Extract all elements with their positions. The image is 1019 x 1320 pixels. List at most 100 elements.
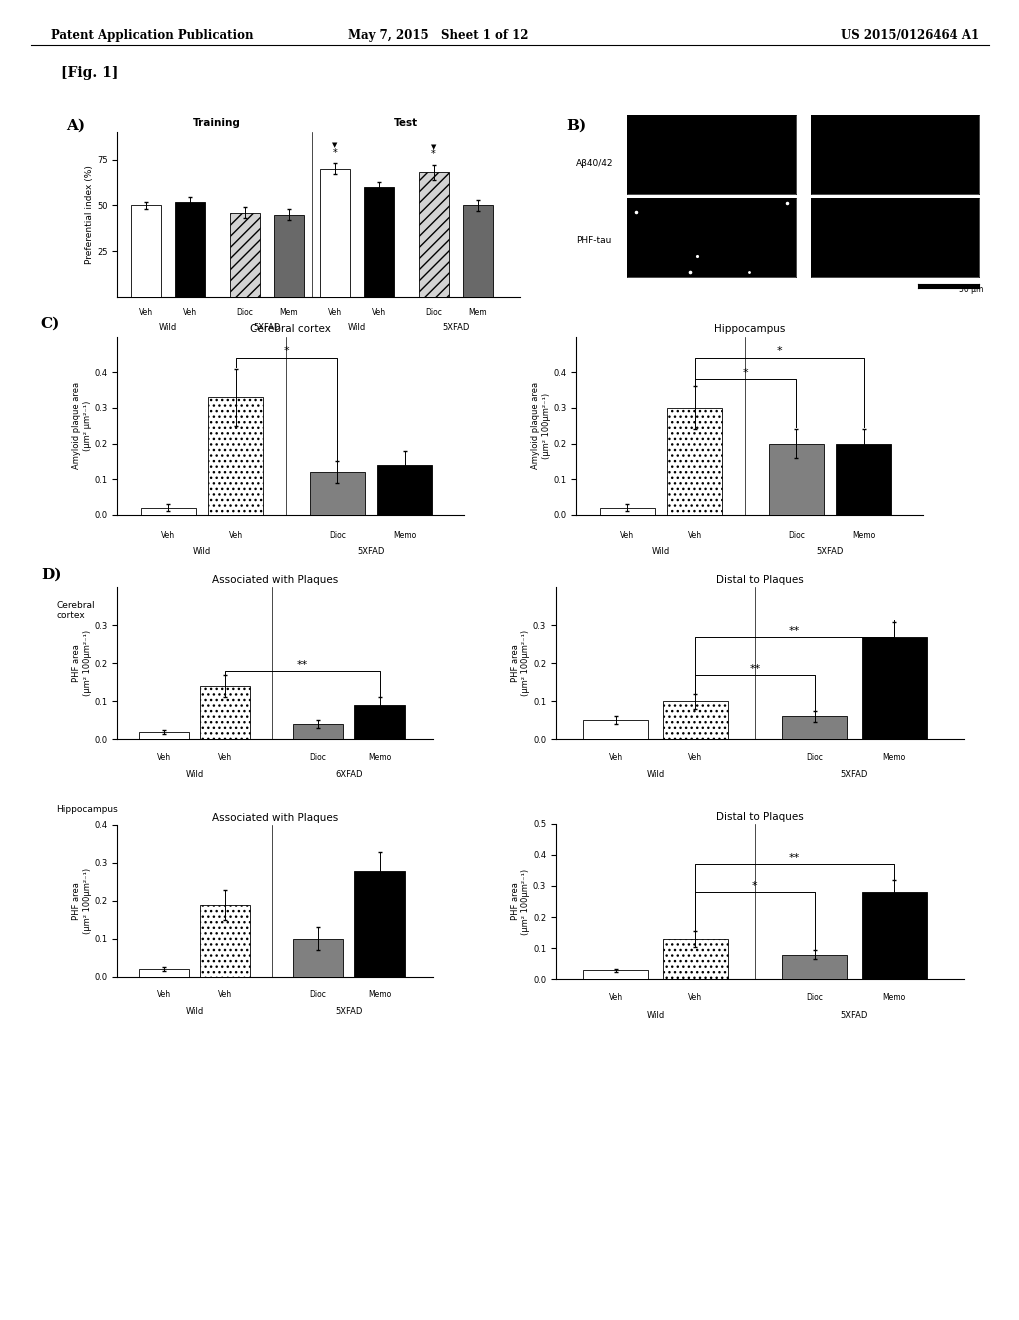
Text: Wild: Wild	[651, 546, 669, 556]
Bar	[782, 717, 846, 739]
Text: Memo: Memo	[368, 752, 390, 762]
Text: Mem: Mem	[468, 308, 487, 317]
Y-axis label: Amyloid plaque area
(μm² μm²⁻¹): Amyloid plaque area (μm² μm²⁻¹)	[72, 381, 92, 470]
Text: Dioc: Dioc	[805, 994, 822, 1002]
Text: Wild: Wild	[185, 770, 204, 779]
Text: ▼: ▼	[430, 144, 436, 150]
Text: Veh: Veh	[218, 990, 232, 999]
Text: Dioc: Dioc	[309, 752, 326, 762]
Text: Memo: Memo	[852, 531, 874, 540]
Text: Veh: Veh	[327, 308, 341, 317]
Text: Dioc: Dioc	[235, 308, 253, 317]
Text: Aβ40/42: Aβ40/42	[576, 160, 613, 168]
Bar	[139, 731, 189, 739]
Text: Veh: Veh	[371, 308, 385, 317]
Bar	[229, 213, 259, 297]
Text: Memo: Memo	[368, 990, 390, 999]
Text: 6xFAD/Veh: 6xFAD/Veh	[648, 125, 697, 135]
Bar	[782, 954, 846, 979]
Text: Dioc: Dioc	[425, 308, 441, 317]
Text: 5XFAD: 5XFAD	[441, 322, 469, 331]
Text: **: **	[789, 626, 800, 636]
Text: Dioc: Dioc	[787, 531, 804, 540]
Title: Cerebral cortex: Cerebral cortex	[250, 325, 331, 334]
Text: Mem: Mem	[279, 308, 298, 317]
Text: Veh: Veh	[156, 990, 170, 999]
Title: Associated with Plaques: Associated with Plaques	[212, 813, 338, 822]
Text: *: *	[431, 149, 435, 160]
Text: Cerebral
cortex: Cerebral cortex	[56, 601, 95, 620]
Bar	[200, 904, 250, 977]
Text: Veh: Veh	[139, 308, 153, 317]
Text: **: **	[749, 664, 760, 673]
Text: B): B)	[566, 119, 586, 133]
Text: US 2015/0126464 A1: US 2015/0126464 A1	[841, 29, 978, 42]
Text: *: *	[775, 346, 782, 356]
Text: Wild: Wild	[158, 322, 176, 331]
Text: 6xFAD/Dioc: 6xFAD/Dioc	[830, 125, 881, 135]
Bar	[768, 444, 823, 515]
Text: **: **	[789, 853, 800, 863]
Text: 5XFAD: 5XFAD	[334, 1007, 362, 1016]
Text: 5XFAD: 5XFAD	[840, 1011, 867, 1019]
Text: C): C)	[41, 317, 60, 331]
Text: D): D)	[41, 568, 61, 582]
Text: Wild: Wild	[646, 1011, 664, 1019]
Text: Wild: Wild	[185, 1007, 204, 1016]
Text: 5XFAD: 5XFAD	[253, 322, 280, 331]
Bar	[310, 473, 365, 515]
Bar	[377, 465, 432, 515]
Text: Veh: Veh	[620, 531, 634, 540]
Title: Associated with Plaques: Associated with Plaques	[212, 576, 338, 585]
Text: 5XFAD: 5XFAD	[815, 546, 843, 556]
Text: Veh: Veh	[218, 752, 232, 762]
Bar	[463, 206, 492, 297]
Bar	[583, 721, 647, 739]
Bar	[364, 187, 393, 297]
Text: Veh: Veh	[608, 994, 622, 1002]
Text: Patent Application Publication: Patent Application Publication	[51, 29, 254, 42]
Text: ▼: ▼	[331, 143, 337, 149]
Text: Wild: Wild	[347, 322, 366, 331]
Text: A): A)	[66, 119, 86, 133]
Bar	[836, 444, 891, 515]
Text: Memo: Memo	[881, 994, 905, 1002]
Bar	[861, 892, 925, 979]
Bar	[292, 939, 342, 977]
Text: 50 μm: 50 μm	[958, 285, 982, 294]
Y-axis label: PHF area
(μm² 100μm²⁻¹): PHF area (μm² 100μm²⁻¹)	[511, 630, 530, 697]
Text: 6XFAD: 6XFAD	[334, 770, 362, 779]
Text: Dioc: Dioc	[328, 531, 345, 540]
Text: Veh: Veh	[156, 752, 170, 762]
Y-axis label: PHF area
(μm² 100μm²⁻¹): PHF area (μm² 100μm²⁻¹)	[511, 869, 530, 935]
Title: Hippocampus: Hippocampus	[713, 325, 785, 334]
Text: Veh: Veh	[687, 531, 701, 540]
Text: Veh: Veh	[228, 531, 243, 540]
Text: Wild: Wild	[646, 770, 664, 779]
Bar	[141, 508, 196, 515]
Bar	[666, 408, 721, 515]
Text: *: *	[742, 367, 748, 378]
Title: Distal to Plaques: Distal to Plaques	[715, 812, 803, 821]
Text: May 7, 2015   Sheet 1 of 12: May 7, 2015 Sheet 1 of 12	[348, 29, 528, 42]
Text: Veh: Veh	[182, 308, 197, 317]
Text: Memo: Memo	[881, 752, 905, 762]
Bar	[273, 214, 304, 297]
Bar	[355, 871, 405, 977]
Bar	[200, 686, 250, 739]
Title: Distal to Plaques: Distal to Plaques	[715, 576, 803, 585]
Text: Wild: Wild	[193, 546, 211, 556]
Text: 5XFAD: 5XFAD	[357, 546, 384, 556]
Text: Training: Training	[193, 119, 240, 128]
Text: Veh: Veh	[688, 752, 702, 762]
Bar	[292, 723, 342, 739]
Text: Hippocampus: Hippocampus	[56, 805, 118, 814]
Text: Dioc: Dioc	[309, 990, 326, 999]
Bar	[174, 202, 205, 297]
Text: Veh: Veh	[688, 994, 702, 1002]
Y-axis label: Preferential index (%): Preferential index (%)	[86, 165, 94, 264]
Bar	[583, 970, 647, 979]
Bar	[418, 173, 448, 297]
Text: *: *	[283, 346, 289, 356]
Text: 5XFAD: 5XFAD	[840, 770, 867, 779]
